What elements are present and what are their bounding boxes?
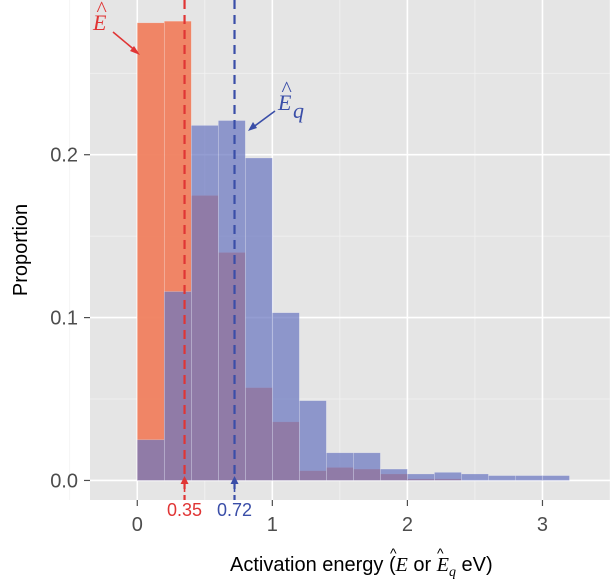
minor-gridlines [69, 0, 610, 500]
annotation-eq-subscript: q [293, 98, 304, 123]
annotation-eq-hat: ^ [281, 76, 292, 101]
bar-eq [326, 452, 354, 481]
bar-eq [488, 475, 516, 481]
bar-eq [380, 468, 408, 481]
bar-e [136, 22, 165, 481]
y-tick-label: 0.0 [50, 470, 78, 492]
bar-eq [299, 400, 327, 481]
bar-eq [272, 312, 300, 481]
x-axis-title-suffix: eV) [456, 554, 493, 576]
bar-eq [163, 291, 192, 481]
bar-eq [542, 475, 570, 481]
x-axis-title-prefix: Activation energy ( [230, 554, 396, 576]
reference-arrowhead-e [180, 476, 189, 484]
x-tick-label: 0 [132, 514, 143, 536]
y-axis-title: Proportion [10, 204, 32, 296]
bar-eq [190, 125, 219, 481]
x-tick-label: 3 [537, 514, 548, 536]
reference-label-eq: 0.72 [217, 500, 252, 520]
annotation-e-hat: ^ [96, 0, 107, 21]
reference-label-e: 0.35 [167, 500, 202, 520]
x-axis-title-or: or [408, 554, 437, 576]
axis-ticks: 0 1 2 3 0.0 0.1 0.2 [50, 145, 548, 536]
series-eq-bars [136, 120, 570, 481]
x-axis-title-eq-subscript: q [449, 565, 456, 580]
annotation-e-arrowhead [130, 46, 140, 55]
bar-eq [515, 475, 543, 481]
x-axis-title-e: E [395, 554, 408, 576]
x-tick-label: 1 [267, 514, 278, 536]
annotation-e-label: E [92, 10, 107, 35]
reference-arrowhead-eq [230, 476, 239, 484]
x-axis-title-eq: E [436, 554, 449, 576]
reference-lines: 0.35 0.72 [167, 0, 252, 520]
y-tick-label: 0.1 [50, 308, 78, 330]
x-axis-title-e-hat: ^ [390, 545, 397, 561]
annotation-eq-arrow [251, 110, 276, 129]
x-tick-label: 2 [402, 514, 413, 536]
bar-eq [434, 472, 462, 481]
bar-eq [136, 439, 165, 481]
bar-eq [461, 473, 489, 481]
bar-eq [245, 157, 273, 481]
annotation-eq: E q ^ [248, 76, 304, 131]
x-axis-title-eq-hat: ^ [437, 545, 444, 561]
annotation-e: E ^ [92, 0, 140, 55]
bar-eq [218, 120, 246, 481]
x-axis-title: Activation energy (E or Eq eV) [230, 554, 493, 580]
annotation-eq-label: E [277, 90, 292, 115]
bar-eq [407, 473, 435, 481]
annotation-eq-arrowhead [248, 122, 257, 131]
y-tick-label: 0.2 [50, 145, 78, 167]
bar-eq [353, 452, 381, 481]
